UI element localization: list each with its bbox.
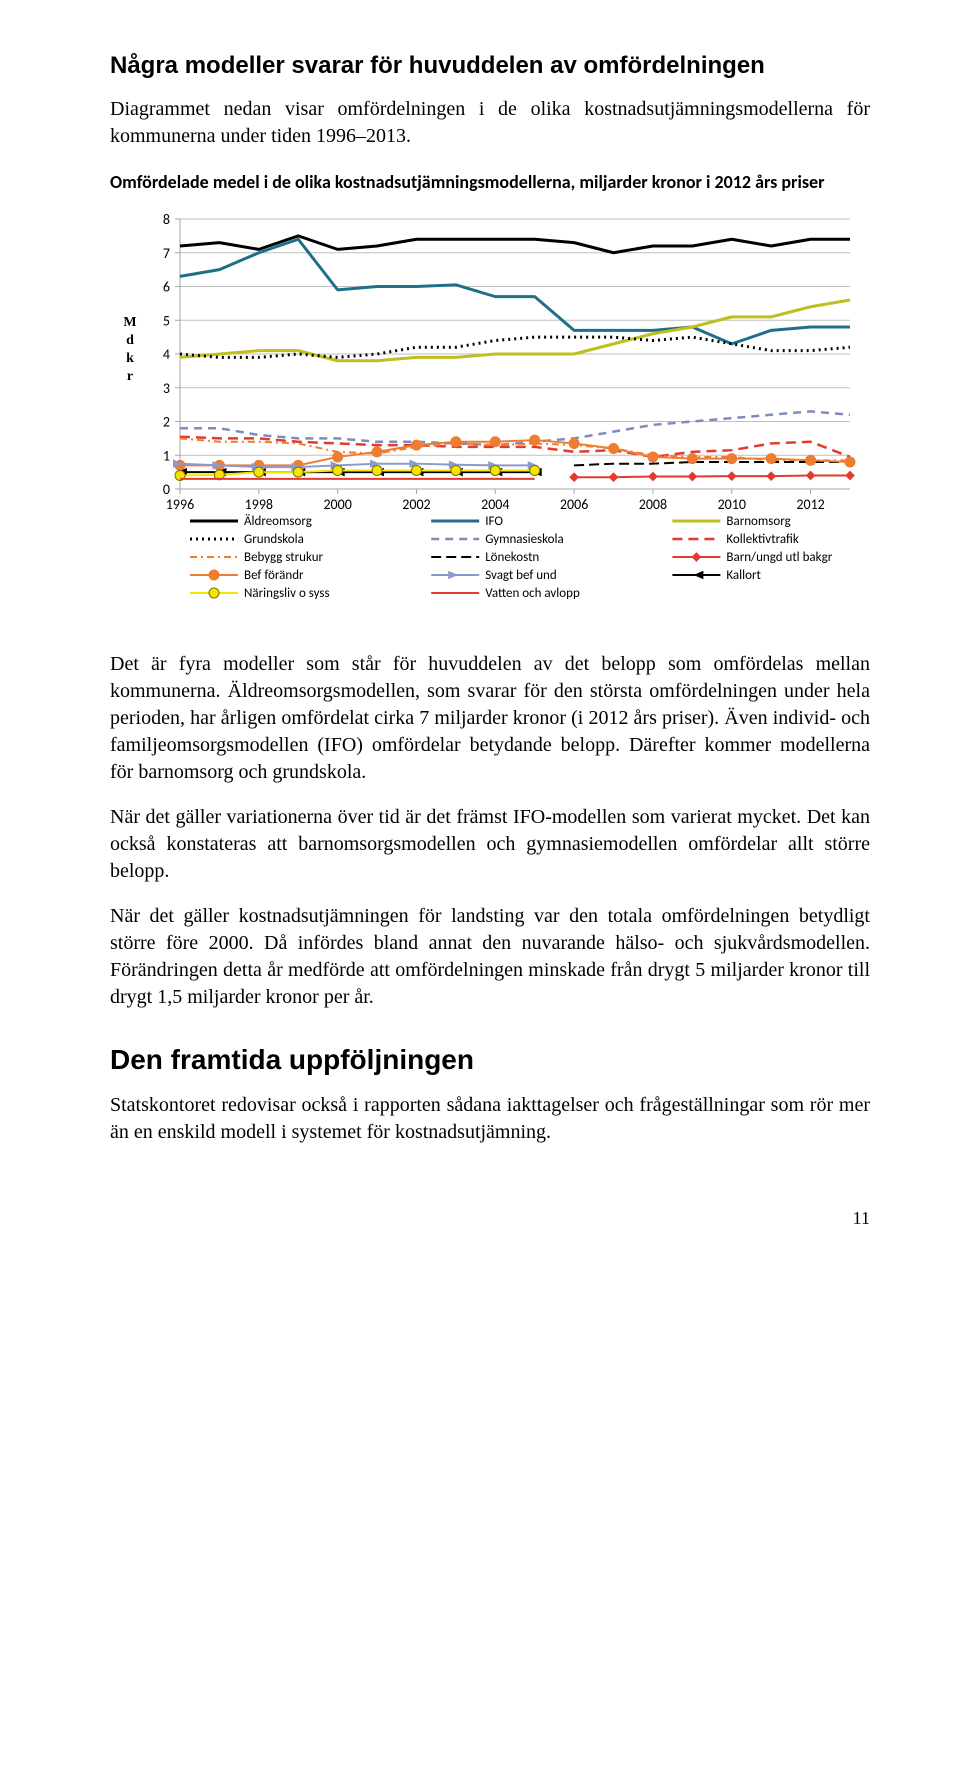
svg-text:Vatten och avlopp: Vatten och avlopp — [485, 586, 580, 601]
svg-text:2000: 2000 — [323, 496, 351, 513]
svg-text:6: 6 — [163, 278, 170, 295]
line-chart: 0123456781996199820002002200420062008201… — [110, 201, 870, 621]
svg-text:1998: 1998 — [245, 496, 273, 513]
page-heading: Några modeller svarar för huvuddelen av … — [110, 50, 870, 82]
svg-text:Gymnasieskola: Gymnasieskola — [485, 532, 564, 547]
svg-text:2004: 2004 — [481, 496, 509, 513]
svg-text:Äldreomsorg: Äldreomsorg — [244, 514, 312, 529]
page-number: 11 — [110, 1206, 870, 1230]
svg-text:2002: 2002 — [402, 496, 430, 513]
body-para-3: När det gäller kostnadsutjämningen för l… — [110, 903, 870, 1011]
svg-text:7: 7 — [163, 244, 170, 261]
svg-text:Barn/ungd utl bakgr: Barn/ungd utl bakgr — [726, 550, 832, 565]
svg-text:3: 3 — [163, 379, 170, 396]
svg-text:Lönekostn: Lönekostn — [485, 550, 539, 565]
svg-text:IFO: IFO — [485, 514, 503, 529]
body-para-1: Det är fyra modeller som står för huvudd… — [110, 651, 870, 786]
chart-caption: Omfördelade medel i de olika kostnadsutj… — [110, 170, 870, 194]
svg-text:Kallort: Kallort — [726, 568, 761, 583]
svg-text:1: 1 — [163, 447, 170, 464]
svg-text:5: 5 — [163, 312, 170, 329]
svg-text:Näringsliv o syss: Näringsliv o syss — [244, 586, 330, 601]
svg-text:Barnomsorg: Barnomsorg — [726, 514, 790, 529]
svg-text:Svagt bef und: Svagt bef und — [485, 568, 557, 583]
intro-paragraph: Diagrammet nedan visar omfördelningen i … — [110, 96, 870, 150]
svg-text:Bebygg strukur: Bebygg strukur — [244, 550, 324, 565]
svg-text:2010: 2010 — [718, 496, 746, 513]
svg-text:M: M — [123, 315, 136, 330]
svg-text:Bef förändr: Bef förändr — [244, 568, 304, 583]
svg-text:d: d — [126, 333, 134, 348]
svg-text:r: r — [127, 369, 133, 384]
svg-text:Grundskola: Grundskola — [244, 532, 304, 547]
chart-container: 0123456781996199820002002200420062008201… — [110, 201, 870, 621]
svg-text:2012: 2012 — [796, 496, 824, 513]
svg-text:2: 2 — [163, 413, 170, 430]
svg-text:Kollektivtrafik: Kollektivtrafik — [726, 532, 798, 547]
svg-text:1996: 1996 — [166, 496, 194, 513]
body-para-4: Statskontoret redovisar också i rapporte… — [110, 1092, 870, 1146]
svg-text:8: 8 — [163, 211, 170, 228]
svg-text:2006: 2006 — [560, 496, 588, 513]
svg-text:k: k — [126, 351, 134, 366]
section-heading: Den framtida uppföljningen — [110, 1041, 870, 1079]
svg-text:4: 4 — [163, 346, 170, 363]
body-para-2: När det gäller variationerna över tid är… — [110, 804, 870, 885]
svg-text:2008: 2008 — [639, 496, 667, 513]
